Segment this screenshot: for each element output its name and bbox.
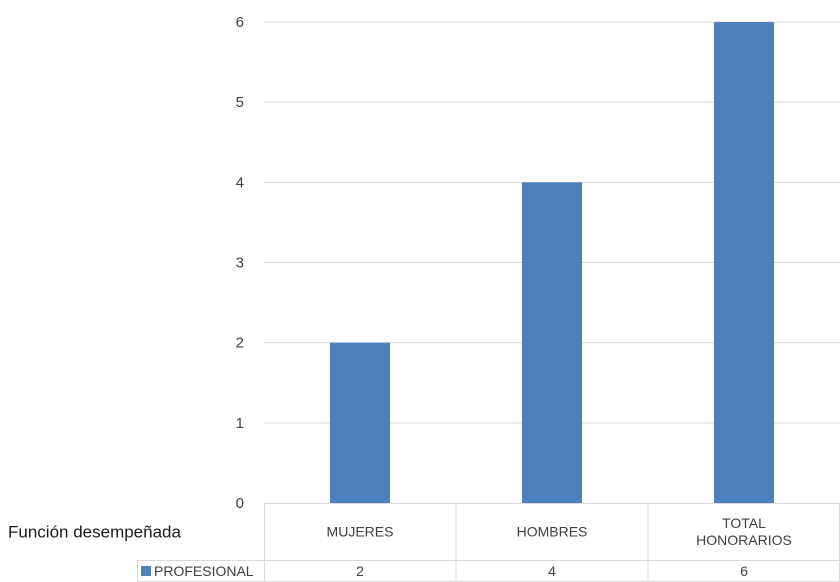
bar <box>522 182 582 504</box>
y-tick-label: 3 <box>236 255 244 272</box>
y-tick-label: 0 <box>236 495 244 512</box>
legend-label: PROFESIONAL <box>154 563 254 579</box>
category-label: HOMBRES <box>517 524 588 540</box>
y-tick-label: 1 <box>236 415 244 432</box>
legend-swatch <box>141 566 151 576</box>
table-row-title: Función desempeñada <box>8 523 182 542</box>
y-tick-label: 4 <box>236 174 244 191</box>
y-tick-label: 6 <box>236 14 244 31</box>
y-axis-ticks: 0 1 2 3 4 5 6 <box>236 14 244 512</box>
data-cell: 2 <box>356 563 364 579</box>
data-table: MUJERES HOMBRES TOTAL HONORARIOS PROFESIONAL… <box>137 503 840 582</box>
y-tick-label: 5 <box>236 94 244 111</box>
y-tick-label: 2 <box>236 335 244 352</box>
bar <box>330 342 390 503</box>
bar <box>714 22 774 503</box>
category-label: MUJERES <box>327 524 394 540</box>
category-label: TOTAL HONORARIOS <box>696 515 792 548</box>
bars <box>330 22 774 504</box>
data-cell: 4 <box>548 563 556 579</box>
data-cell: 6 <box>740 563 748 579</box>
